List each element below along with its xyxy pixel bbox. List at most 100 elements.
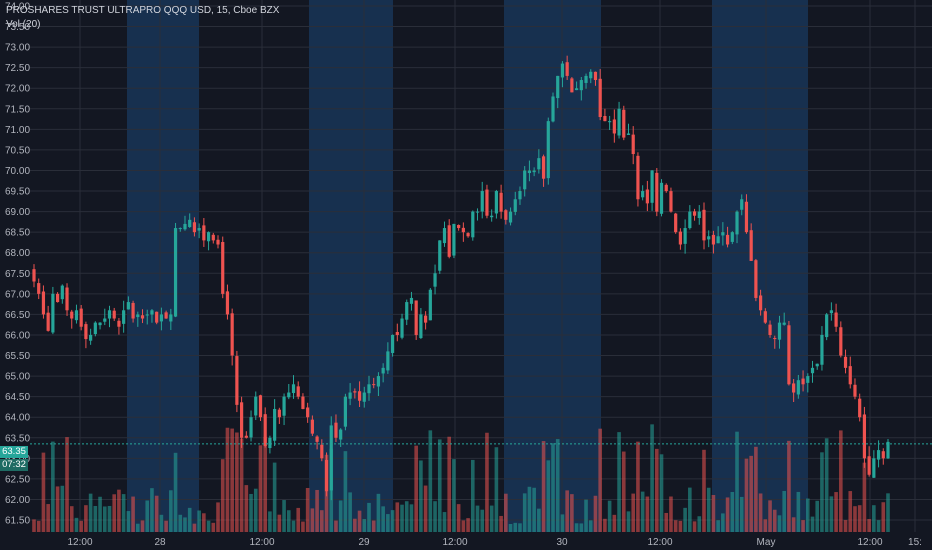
candle-body: [306, 407, 310, 418]
price-tick-label: 62.50: [5, 474, 30, 485]
candle-body: [537, 158, 541, 170]
volume-bar: [225, 427, 230, 532]
volume-bar: [716, 520, 720, 532]
candle-body: [655, 172, 659, 212]
volume-bar: [824, 438, 829, 532]
candle-body: [711, 234, 716, 245]
volume-bar: [343, 451, 348, 532]
candle-body: [631, 134, 635, 155]
candle-body: [112, 310, 116, 319]
volume-bar: [117, 489, 121, 532]
volume-bar: [640, 491, 645, 532]
volume-bar: [286, 510, 291, 532]
volume-bar: [456, 504, 461, 532]
candle-body: [320, 444, 324, 459]
price-tick-label: 63.50: [5, 433, 30, 444]
candle-body: [834, 312, 838, 327]
volume-bar: [353, 518, 357, 532]
candle-body: [273, 408, 277, 441]
volume-bar: [338, 500, 343, 532]
volume-bar: [744, 458, 749, 532]
volume-bar: [291, 520, 296, 532]
candle-body: [730, 232, 734, 242]
volume-bar: [673, 520, 678, 532]
candle-body: [523, 170, 527, 190]
volume-bar: [735, 431, 739, 532]
candle-body: [159, 314, 163, 322]
candle-body: [494, 191, 498, 214]
candle-body: [603, 116, 607, 122]
time-axis[interactable]: 12:00 28 12:00 29 12:00 30 12:00 May 12:00 15:: [67, 537, 921, 548]
volume-bar: [244, 485, 249, 532]
candle-body: [188, 219, 192, 228]
volume-bar: [112, 494, 117, 532]
volume-bar: [239, 438, 244, 532]
volume-bar: [739, 496, 744, 532]
volume-bar: [749, 455, 753, 532]
volume-bar: [419, 460, 423, 532]
candle-body: [796, 380, 800, 395]
volume-bar: [126, 511, 131, 532]
volume-bar: [404, 501, 409, 532]
volume-bar: [791, 517, 796, 532]
volume-bar: [636, 441, 640, 532]
volume-bar: [489, 505, 494, 532]
candle-body: [508, 211, 513, 223]
candles[interactable]: [32, 55, 890, 501]
volume-bar: [211, 522, 216, 532]
candle-body: [787, 325, 791, 385]
candle-body: [598, 78, 602, 118]
volume-bar: [494, 447, 499, 532]
volume-bar: [102, 506, 107, 532]
volume-bar: [796, 491, 801, 532]
candle-body: [197, 228, 201, 231]
candle-body: [697, 211, 701, 219]
candle-body: [405, 302, 409, 320]
candle-body: [442, 228, 447, 244]
candle-body: [126, 302, 130, 310]
candle-body: [735, 211, 739, 235]
volume-bar: [763, 519, 768, 532]
candle-body: [339, 429, 343, 440]
candle-body: [301, 396, 305, 409]
candle-body: [235, 356, 239, 405]
price-tick-label: 68.50: [5, 228, 30, 239]
volume-bar: [834, 492, 838, 532]
volume-bar: [301, 521, 305, 532]
volume-bar: [725, 497, 730, 532]
volume-bar: [386, 514, 390, 532]
volume-bar: [69, 506, 74, 532]
volume-bar: [621, 451, 626, 532]
candle-body: [622, 109, 626, 138]
volume-bar: [51, 441, 55, 532]
volume-bar: [560, 514, 565, 532]
candle-body: [447, 225, 451, 257]
volume-bar: [423, 485, 428, 532]
volume-indicator-label: Vol (20): [6, 19, 41, 30]
candle-body: [858, 398, 862, 418]
volume-bar: [843, 520, 848, 532]
volume-bar: [805, 498, 810, 532]
candle-body: [376, 376, 381, 387]
volume-bar: [348, 492, 352, 532]
candle-body: [829, 310, 833, 314]
candle-body: [773, 338, 777, 340]
candle-body: [669, 191, 673, 212]
volume-bar: [754, 446, 758, 532]
candle-body: [466, 233, 470, 237]
candle-body: [570, 78, 574, 93]
candle-body: [876, 450, 881, 460]
volume-bar: [702, 449, 706, 532]
candle-body: [211, 234, 215, 241]
candle-body: [688, 211, 692, 229]
candle-body: [461, 227, 465, 233]
candle-body: [367, 384, 371, 394]
candle-body: [556, 75, 560, 99]
candle-body: [886, 441, 890, 459]
price-tick-label: 65.50: [5, 351, 30, 362]
volume-bar: [787, 440, 791, 532]
volume-bar: [721, 513, 725, 532]
candle-body: [862, 414, 867, 459]
